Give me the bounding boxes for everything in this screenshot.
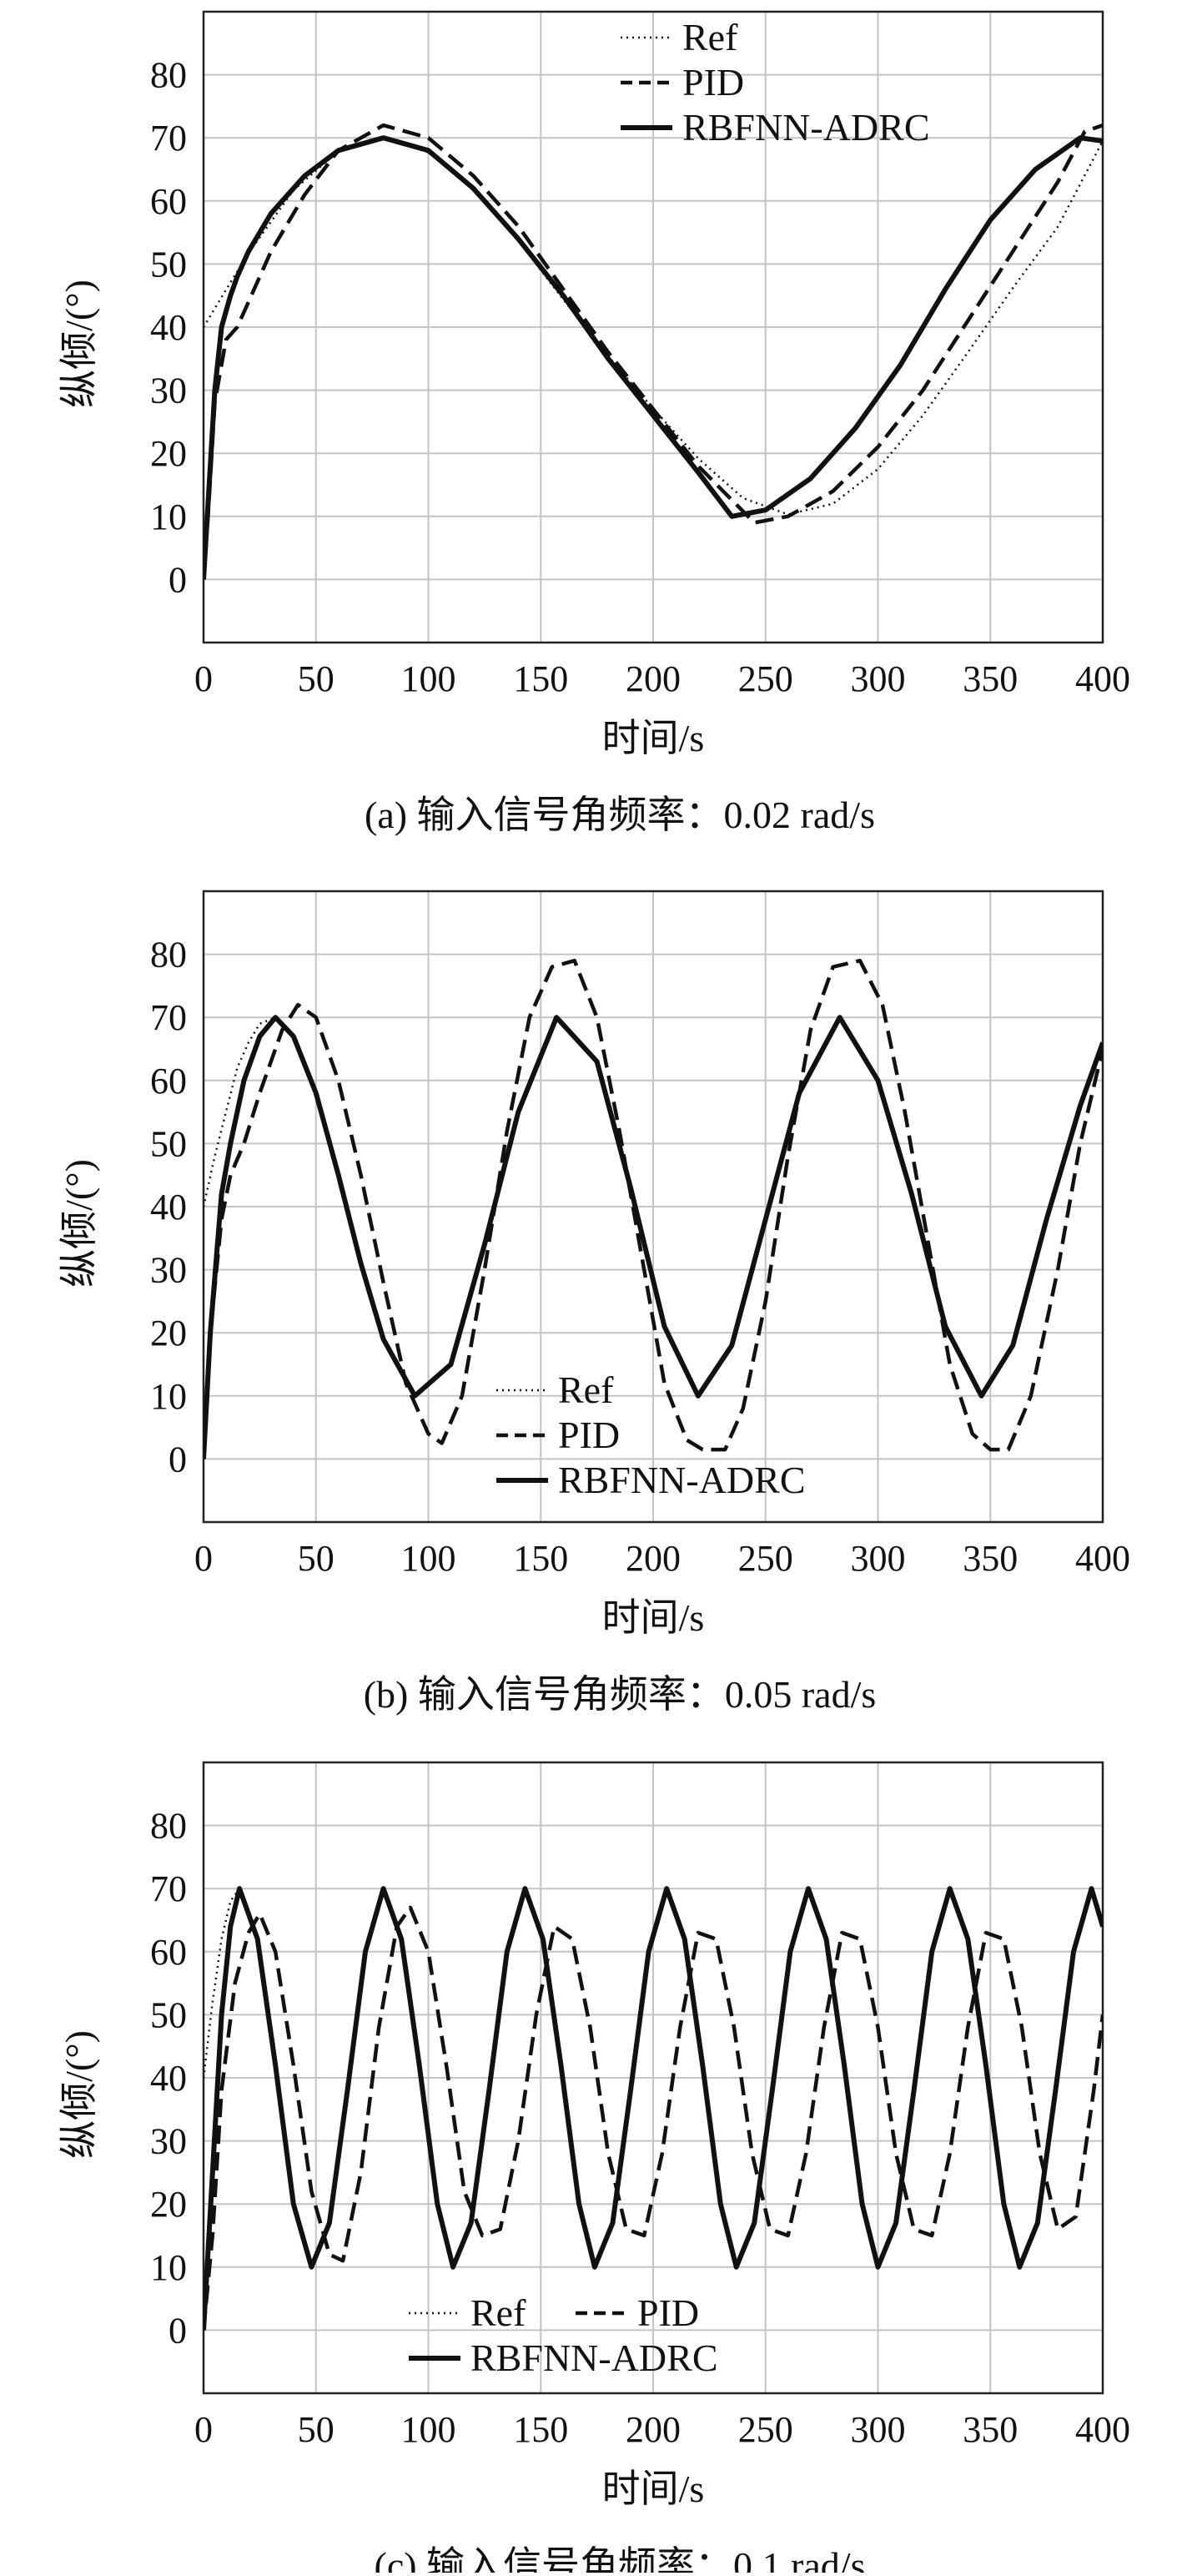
y-tick-label: 50: [150, 244, 187, 285]
y-tick-label: 0: [168, 1439, 187, 1480]
x-tick-label: 200: [626, 2409, 681, 2450]
y-tick-label: 50: [150, 1123, 187, 1164]
y-tick-label: 80: [150, 935, 187, 975]
legend-label: Ref: [558, 1369, 614, 1411]
y-tick-label: 10: [150, 1376, 187, 1417]
y-tick-label: 0: [168, 559, 187, 600]
series-line-rbfnn-adrc: [204, 135, 1103, 580]
legend-label: RBFNN-ADRC: [558, 1459, 806, 1501]
y-tick-label: 40: [150, 307, 187, 348]
y-tick-label: 50: [150, 1994, 187, 2035]
x-tick-label: 150: [513, 658, 568, 699]
y-tick-label: 60: [150, 1932, 187, 1973]
chart-panel-2: 0 50 100 150 200 250 300 350 400 0 10 20 30 40 50 60 70 8…: [58, 890, 1130, 1716]
y-tick-label: 20: [150, 1313, 187, 1354]
x-tick-label: 350: [963, 1538, 1018, 1579]
x-axis-label: 时间/s: [602, 717, 705, 759]
y-axis-label: 纵倾/(°): [58, 1159, 100, 1288]
legend-label: Ref: [470, 2291, 526, 2334]
y-axis-label: 纵倾/(°): [58, 280, 100, 408]
x-tick-label: 250: [738, 658, 793, 699]
legend-label: PID: [637, 2291, 699, 2334]
y-tick-label: 80: [150, 55, 187, 96]
x-tick-label: 300: [851, 658, 906, 699]
x-tick-label: 400: [1075, 658, 1130, 699]
series-line-ref: [204, 136, 1103, 516]
y-tick-label: 70: [150, 1868, 187, 1909]
y-tick-label: 20: [150, 2184, 187, 2225]
legend-label: RBFNN-ADRC: [470, 2337, 718, 2379]
series-line-pid: [204, 1905, 1103, 2331]
x-tick-label: 100: [401, 1538, 456, 1579]
x-tick-label: 150: [513, 2409, 568, 2450]
series-line-pid: [204, 123, 1103, 580]
x-tick-label: 50: [298, 658, 334, 699]
x-tick-label: 300: [851, 1538, 906, 1579]
series-line-pid: [204, 958, 1103, 1459]
figure-caption: (b) 输入信号角频率：0.05 rad/s: [364, 1673, 877, 1716]
y-tick-label: 30: [150, 371, 187, 411]
x-tick-label: 400: [1075, 2409, 1130, 2450]
y-tick-label: 70: [150, 997, 187, 1038]
legend-label: PID: [682, 61, 744, 103]
x-tick-label: 350: [963, 658, 1018, 699]
x-tick-label: 50: [298, 1538, 334, 1579]
chart-panel-3: 0 50 100 150 200 250 300 350 400 0 10 20 30 40 50 60 70 8…: [58, 1761, 1130, 2576]
y-tick-label: 10: [150, 497, 187, 537]
x-tick-label: 0: [194, 2409, 213, 2450]
x-axis-label: 时间/s: [602, 2468, 705, 2510]
legend-label: RBFNN-ADRC: [682, 106, 930, 149]
x-tick-label: 250: [738, 2409, 793, 2450]
x-tick-label: 0: [194, 1538, 213, 1579]
legend-label: Ref: [682, 16, 738, 58]
y-tick-label: 10: [150, 2247, 187, 2288]
x-tick-label: 400: [1075, 1538, 1130, 1579]
y-tick-label: 30: [150, 1250, 187, 1291]
x-tick-label: 100: [401, 2409, 456, 2450]
x-tick-label: 100: [401, 658, 456, 699]
legend-label: PID: [558, 1414, 620, 1456]
x-tick-label: 0: [194, 658, 213, 699]
series-line-ref: [204, 1887, 1103, 2269]
y-tick-label: 70: [150, 118, 187, 159]
x-tick-label: 50: [298, 2409, 334, 2450]
y-tick-label: 60: [150, 181, 187, 222]
y-tick-label: 20: [150, 433, 187, 474]
y-tick-label: 60: [150, 1061, 187, 1101]
y-tick-label: 0: [168, 2310, 187, 2351]
x-axis-label: 时间/s: [602, 1596, 705, 1639]
figure-caption: (a) 输入信号角频率：0.02 rad/s: [365, 794, 875, 836]
y-axis-label: 纵倾/(°): [58, 2030, 100, 2159]
x-tick-label: 300: [851, 2409, 906, 2450]
x-tick-label: 150: [513, 1538, 568, 1579]
x-tick-label: 200: [626, 1538, 681, 1579]
x-tick-label: 250: [738, 1538, 793, 1579]
y-tick-label: 40: [150, 2058, 187, 2099]
x-tick-label: 350: [963, 2409, 1018, 2450]
x-tick-label: 200: [626, 658, 681, 699]
y-tick-label: 40: [150, 1187, 187, 1228]
y-tick-label: 80: [150, 1806, 187, 1847]
chart-panel-1: 0 50 100 150 200 250 300 350 400 0 10 20 30 40 50 60 70 8…: [58, 10, 1130, 836]
figure-caption: (c) 输入信号角频率：0.1 rad/s: [375, 2544, 866, 2573]
y-tick-label: 30: [150, 2121, 187, 2162]
